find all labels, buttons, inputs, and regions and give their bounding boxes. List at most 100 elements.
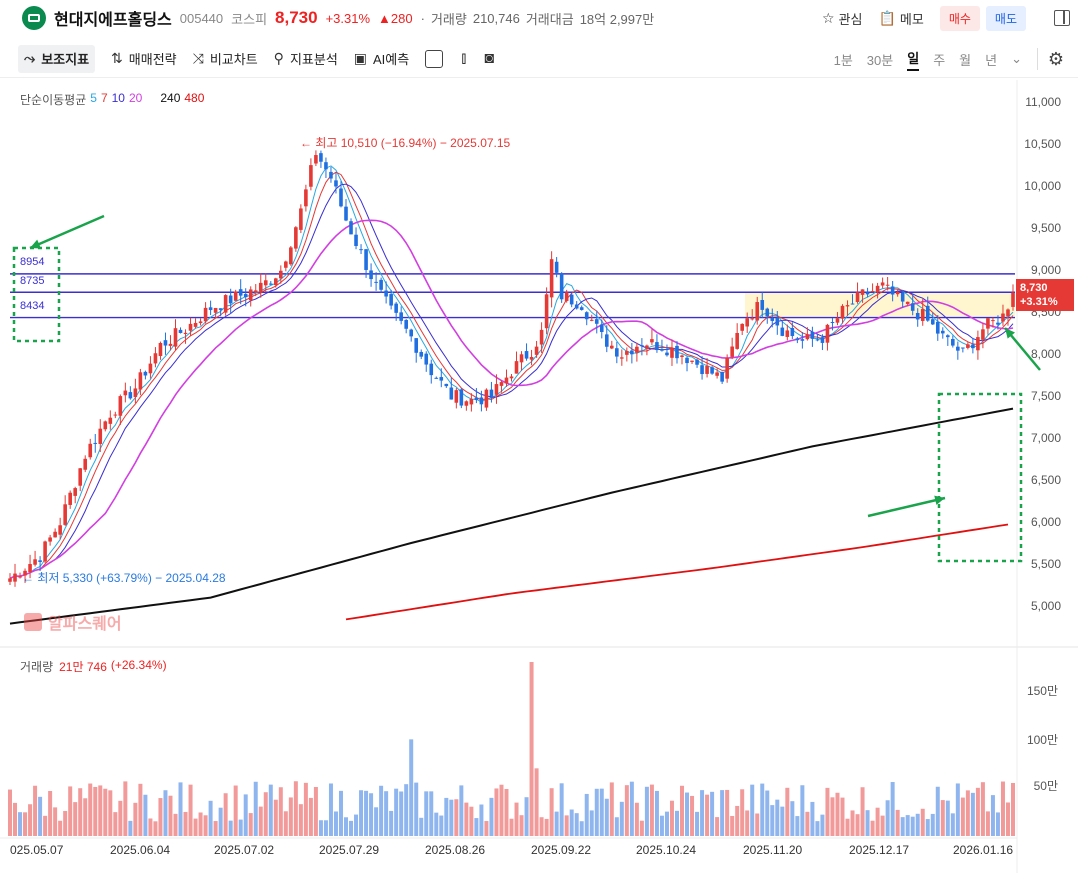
volume-bar [83,798,88,836]
candle-body [289,247,293,265]
indicator-label: 보조지표 [41,52,90,67]
ai-predict-button[interactable]: ▣ AI예측 [354,45,409,73]
ai-predict-label: AI예측 [373,52,410,67]
candle-body [284,261,288,268]
candle-body [43,541,47,562]
level-label-8735: 8735 [20,275,45,287]
volume-bar [454,799,459,836]
strategy-icon: ⇅ [111,50,123,66]
volume-bar [108,790,113,836]
volume-bar [805,811,810,836]
candle-body [895,291,900,295]
buy-button[interactable]: 매수 [939,5,980,31]
candle-body [951,338,955,346]
x-tick-label: 2025.09.22 [531,843,591,857]
camera-icon[interactable]: ◙ [484,49,495,67]
period-year[interactable]: 년 [985,52,998,68]
candle-body [890,286,895,295]
watch-button[interactable]: ☆ 관심 [822,9,862,28]
volume-bar [399,791,404,836]
candle-body [976,337,980,351]
candle-body [279,270,283,279]
volume-bar [760,783,765,836]
volume-bar [1011,782,1015,836]
price-chart[interactable]: 11,00010,50010,0009,5009,0008,5008,0007,… [0,80,1078,873]
ma240-line [9,407,1014,625]
volume-bar [103,788,108,836]
indicator-button[interactable]: ⤳ 보조지표 [18,44,96,73]
volume-bar [354,814,359,836]
volume-bar [429,791,434,836]
volume-bar [188,784,193,836]
sell-button[interactable]: 매도 [985,5,1026,31]
candle-body [223,295,228,313]
volume-bar [73,802,78,836]
candle-body [800,339,805,341]
candle-body [133,388,138,397]
level-label-8954: 8954 [20,256,45,268]
y-tick-label: 6,000 [1031,515,1061,529]
volume-bar [163,790,168,836]
volume-bar [233,785,238,836]
volume-bar [359,790,364,836]
period-month[interactable]: 월 [959,52,972,68]
ma-legend: 단순이동평균 5 7 10 20 240 480 [20,91,208,108]
candle-body [830,322,835,324]
candle-body [645,345,649,349]
candle-body [334,180,338,187]
chevron-down-icon[interactable]: ⌄ [1011,51,1022,66]
strategy-button[interactable]: ⇅ 매매전략 [111,45,177,73]
volume-bar [479,804,484,836]
y-tick-label: 5,500 [1031,557,1061,571]
candle-body [364,249,368,270]
volume-bar [960,797,965,836]
period-30min[interactable]: 30분 [866,52,894,68]
volume-bar [243,794,248,836]
volume-bar [198,812,203,836]
volume-bar [158,798,163,836]
candle-type-icon[interactable]: ⫾ [461,49,467,67]
gear-icon[interactable]: ⚙ [1047,49,1064,69]
volume-bar [434,812,439,836]
side-panel-icon[interactable] [1054,10,1070,26]
candle-body [625,351,629,355]
candle-body [188,323,193,331]
candle-body [329,171,333,179]
volume-bar [534,768,539,836]
volume-bar [449,799,454,836]
volume-bar [715,817,720,836]
candle-body [354,234,358,246]
candle-body [559,273,564,300]
candle-body [650,339,654,343]
volume-bar [178,782,183,836]
volume-bar [900,817,905,836]
volume-bar [740,789,745,836]
stock-name[interactable]: 현대지에프홀딩스 [54,12,172,29]
volume-bar [855,814,860,836]
period-day[interactable]: 일 [907,48,920,71]
candle-body [148,363,153,374]
candle-body [98,428,103,444]
candle-body [604,334,609,347]
ma-legend-label: 단순이동평균 [20,93,87,107]
candle-body [93,442,98,444]
analysis-button[interactable]: ⚲ 지표분석 [274,45,338,73]
watch-label: 관심 [838,11,863,27]
volume-bar [659,815,664,836]
volume-bar [499,784,504,836]
period-1min[interactable]: 1분 [833,52,853,68]
volume-bar [504,788,509,836]
volume-bar [28,804,33,836]
candle-body [640,345,644,347]
volume-bar [333,811,338,836]
volume-bar [685,792,690,836]
memo-button[interactable]: 📋 메모 [878,9,923,28]
candle-body [123,390,128,396]
volume-bar [38,796,43,836]
volume-bar [138,783,143,836]
period-week[interactable]: 주 [933,52,946,68]
candle-body [665,352,669,356]
compare-button[interactable]: ⤨ 비교차트 [193,45,258,73]
draw-rect-icon[interactable] [425,49,444,68]
volume-bar [845,818,850,836]
